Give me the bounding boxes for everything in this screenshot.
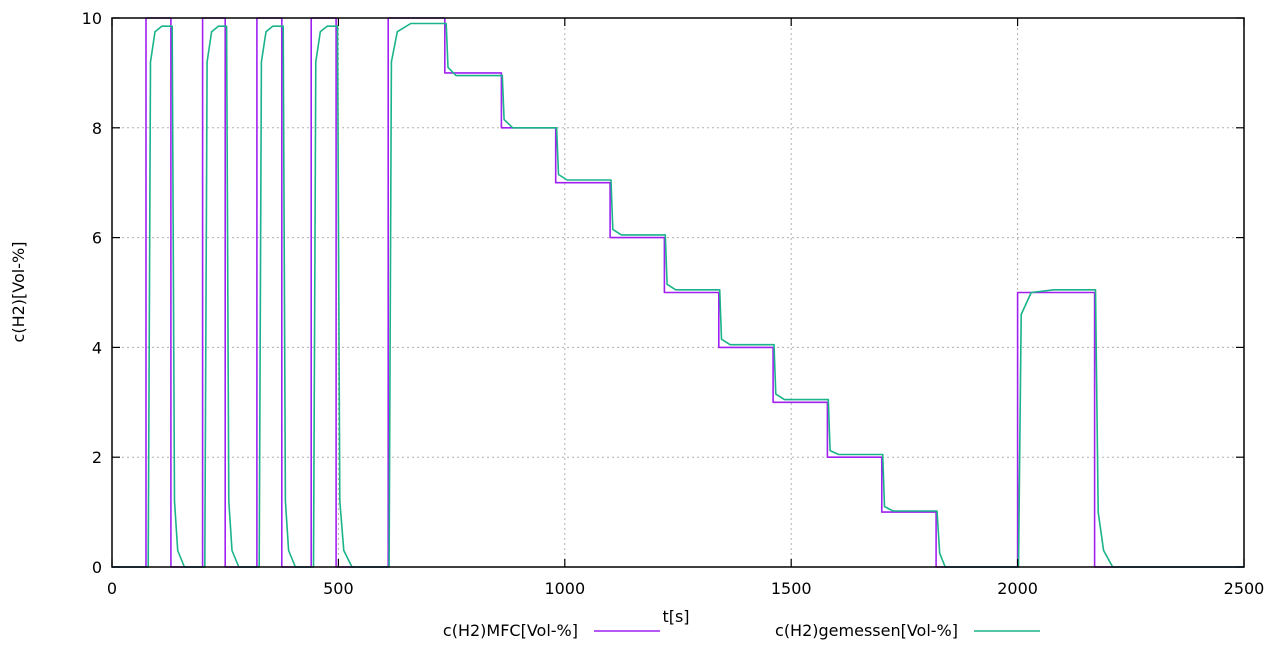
legend-label-2: c(H2)gemessen[Vol-%] bbox=[775, 621, 958, 640]
series-line-1 bbox=[112, 17, 1244, 568]
x-tick-label: 0 bbox=[107, 579, 117, 598]
x-tick-label: 1500 bbox=[771, 579, 812, 598]
y-axis-label: c(H2)[Vol-%] bbox=[9, 242, 28, 343]
y-tick-label: 0 bbox=[92, 558, 102, 577]
x-tick-label: 1000 bbox=[544, 579, 585, 598]
x-tick-label: 2500 bbox=[1224, 579, 1265, 598]
legend-label-1: c(H2)MFC[Vol-%] bbox=[443, 621, 578, 640]
x-tick-label: 500 bbox=[323, 579, 354, 598]
series-layer bbox=[112, 17, 1244, 568]
ticks: 0 500 1000 1500 2000 2500 0 2 4 6 8 10 bbox=[82, 9, 1265, 598]
x-axis-label: t[s] bbox=[662, 607, 689, 626]
series-line-2 bbox=[112, 22, 1244, 568]
y-tick-label: 8 bbox=[92, 119, 102, 138]
y-tick-label: 6 bbox=[92, 229, 102, 248]
y-tick-label: 4 bbox=[92, 338, 102, 357]
x-tick-label: 2000 bbox=[997, 579, 1038, 598]
y-tick-label: 2 bbox=[92, 448, 102, 467]
legend: c(H2)MFC[Vol-%] c(H2)gemessen[Vol-%] bbox=[443, 621, 1040, 640]
y-tick-label: 10 bbox=[82, 9, 102, 28]
plot-frame bbox=[111, 17, 1245, 568]
